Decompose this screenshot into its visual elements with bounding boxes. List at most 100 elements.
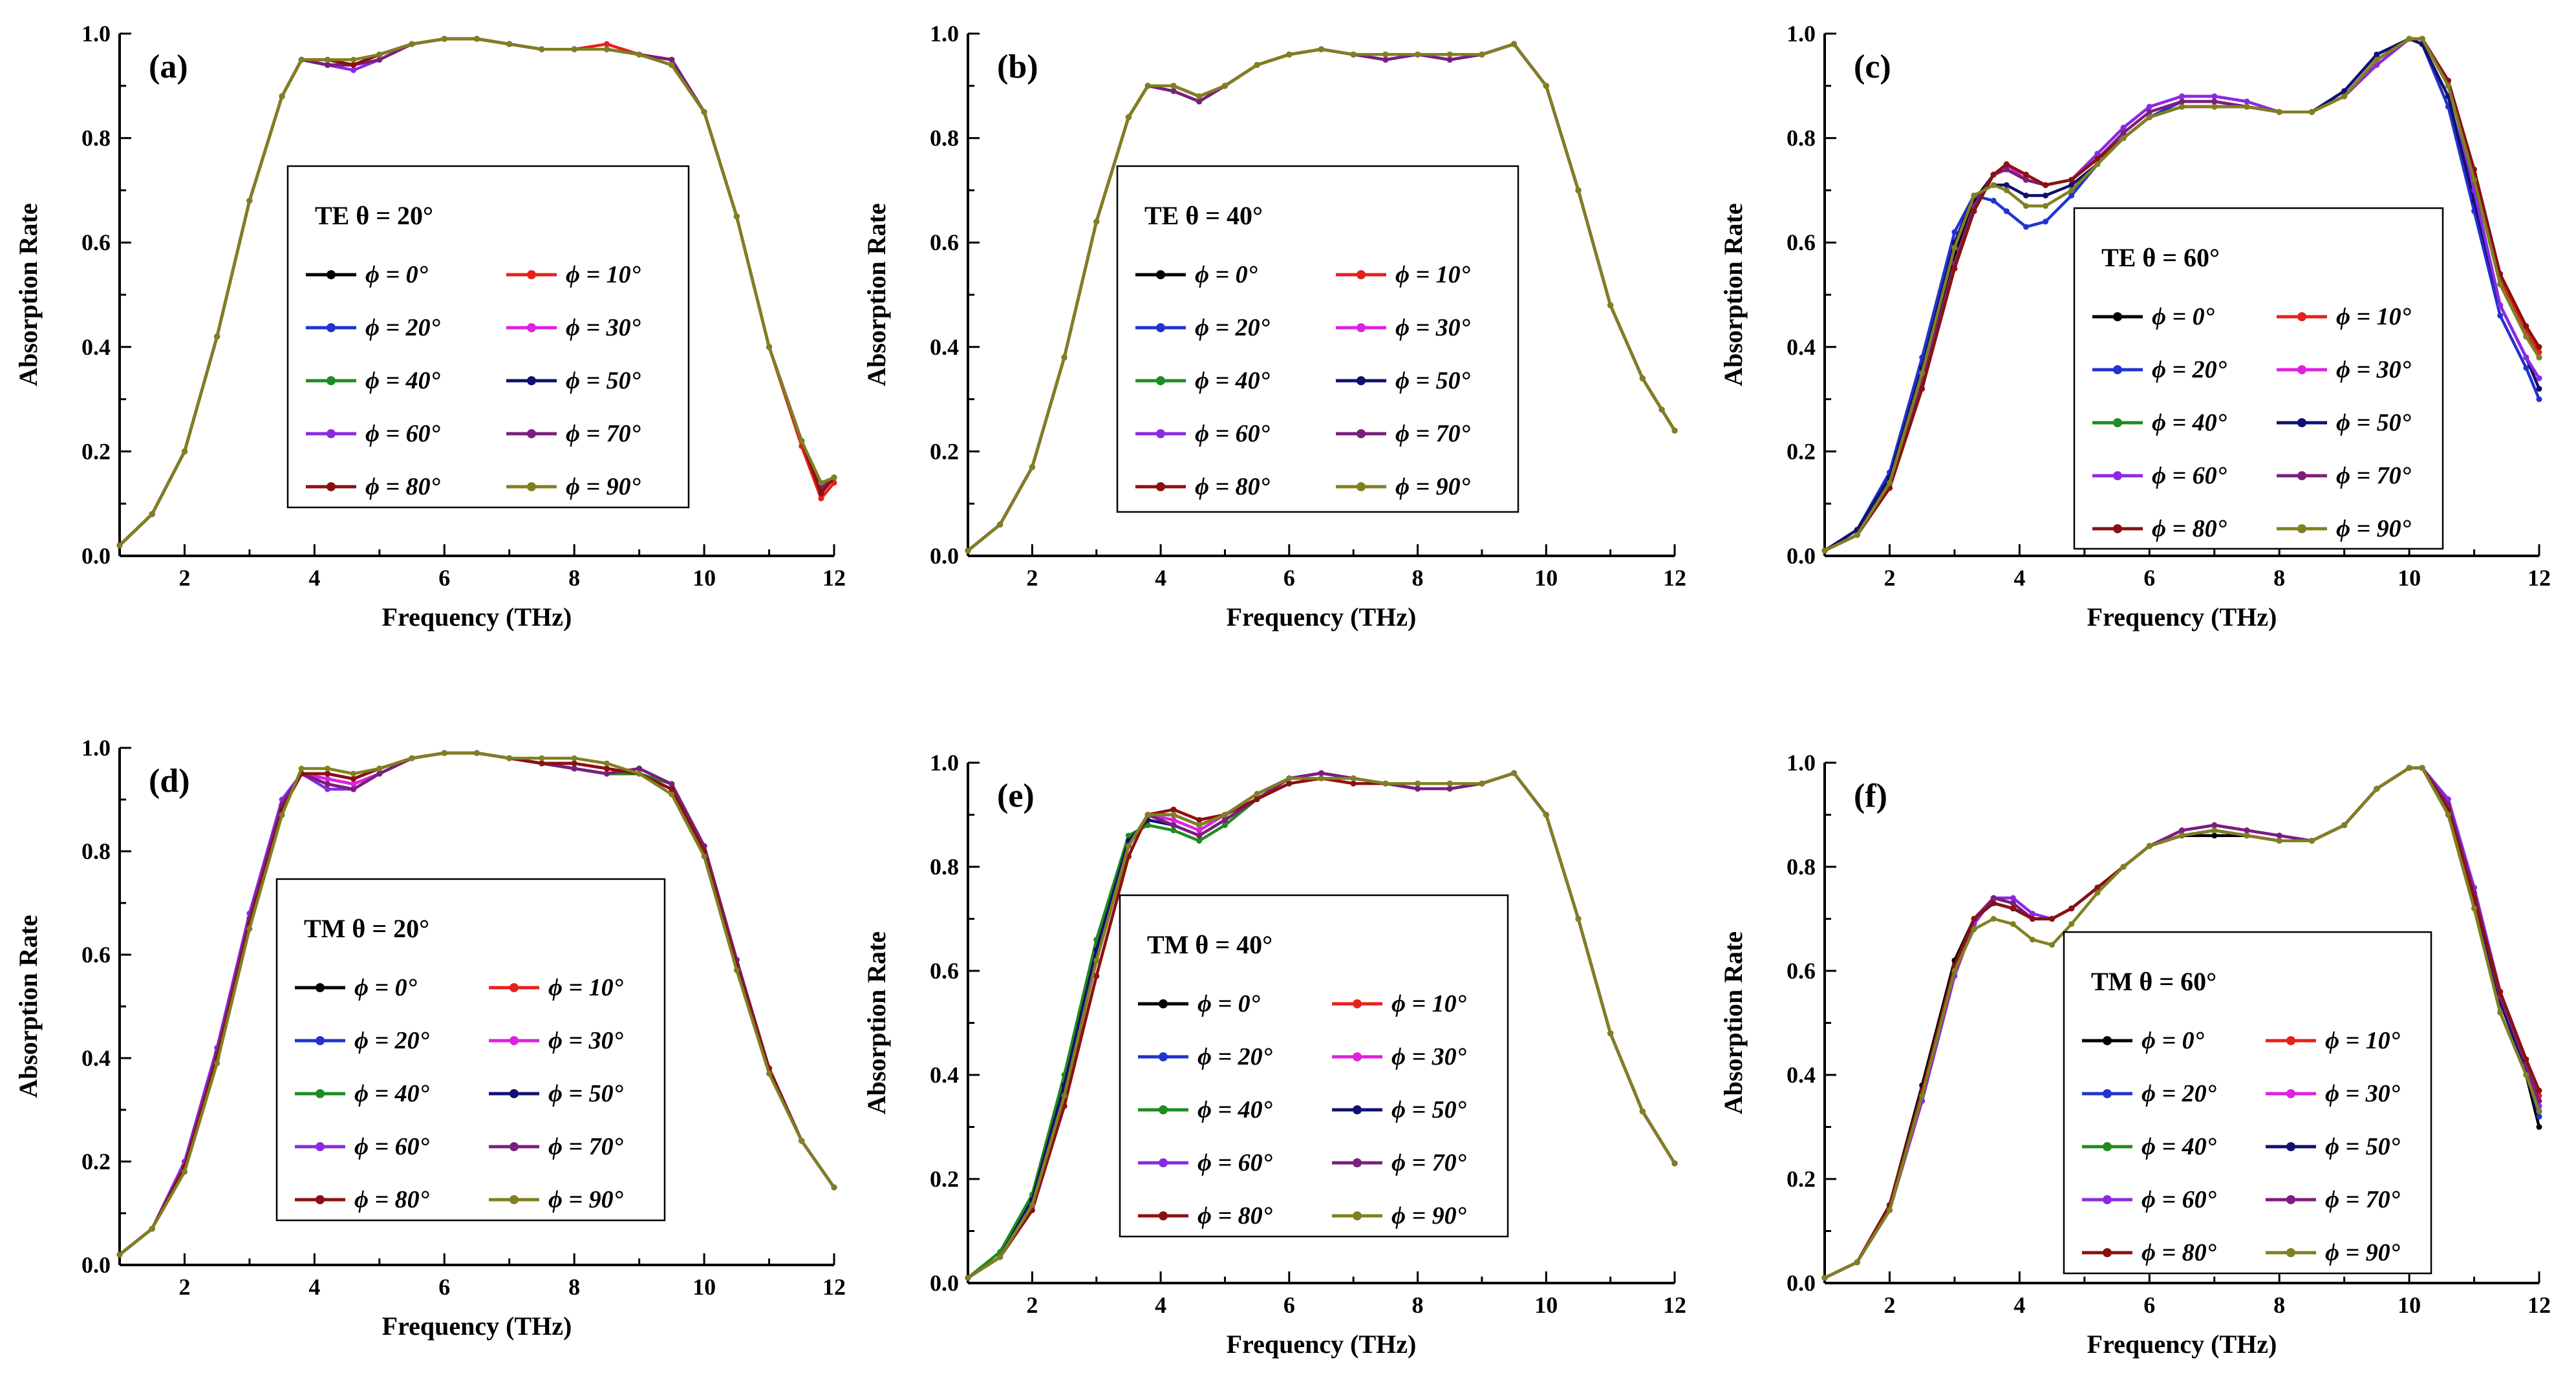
data-point — [1350, 51, 1357, 58]
data-point — [1639, 375, 1646, 381]
legend-entry: ϕ = 90° — [1391, 1202, 1466, 1229]
data-point — [701, 853, 707, 860]
data-point — [2179, 827, 2185, 834]
y-tick-label: 0.0 — [1787, 1270, 1816, 1296]
data-point — [2023, 224, 2029, 230]
x-tick-label: 8 — [568, 1274, 580, 1300]
data-point — [474, 750, 480, 756]
data-point — [1990, 895, 1997, 901]
legend-marker — [2286, 1195, 2295, 1204]
data-point — [603, 41, 610, 47]
data-point — [2497, 312, 2504, 319]
legend-entry: ϕ = 40° — [2141, 1133, 2216, 1160]
legend-title: TM θ = 20° — [304, 914, 429, 943]
legend-entry: ϕ = 90° — [2336, 515, 2411, 542]
series-line — [1823, 37, 2541, 552]
x-tick-label: 10 — [2398, 1292, 2421, 1318]
data-point — [1196, 98, 1203, 105]
data-point — [1446, 785, 1453, 792]
y-tick-label: 0.4 — [81, 334, 111, 360]
data-point — [1821, 1275, 1828, 1281]
data-point — [1990, 198, 1997, 204]
legend: TE θ = 20° ϕ = 0° ϕ = 10° ϕ = 20° ϕ = 30° ϕ =… — [286, 165, 690, 509]
data-point — [603, 760, 610, 767]
legend-entry: ϕ = 10° — [2336, 303, 2411, 330]
y-tick-label: 0.2 — [930, 1166, 959, 1192]
data-point — [2003, 208, 2010, 215]
data-point — [1919, 385, 1926, 392]
data-point — [1254, 61, 1260, 68]
data-point — [1971, 208, 1977, 215]
data-point — [1196, 833, 1203, 839]
legend-marker — [527, 429, 536, 438]
legend-title: TM θ = 60° — [2091, 967, 2216, 996]
data-point — [571, 760, 577, 767]
data-point — [1221, 822, 1228, 829]
data-point — [2244, 98, 2250, 105]
legend-entry: ϕ = 50° — [2336, 409, 2411, 436]
x-tick-label: 12 — [2528, 1292, 2551, 1318]
y-axis-label: Absorption Rate — [862, 203, 891, 386]
legend-entry: ϕ = 0° — [1197, 990, 1260, 1017]
y-tick-label: 0.8 — [930, 854, 959, 880]
legend-marker — [316, 1142, 325, 1151]
y-tick-label: 0.6 — [1787, 958, 1816, 984]
data-point — [603, 46, 610, 52]
data-point — [2146, 103, 2152, 110]
x-tick-label: 10 — [1534, 1292, 1558, 1318]
data-point — [214, 334, 220, 340]
x-tick-label: 2 — [1026, 565, 1038, 591]
data-point — [2146, 109, 2152, 115]
data-point — [2536, 1113, 2542, 1120]
data-point — [636, 51, 643, 58]
legend-box — [1119, 894, 1509, 1238]
data-point — [2094, 884, 2101, 891]
data-point — [701, 109, 707, 115]
data-point — [1221, 812, 1228, 818]
y-tick-label: 1.0 — [1787, 750, 1816, 776]
data-point — [1196, 93, 1203, 100]
legend-entry: ϕ = 80° — [1195, 473, 1270, 500]
y-axis-label: Absorption Rate — [1719, 203, 1748, 386]
y-tick-label: 0.4 — [930, 1062, 959, 1088]
data-point — [2179, 93, 2185, 100]
y-tick-label: 0.2 — [1787, 1166, 1816, 1192]
legend-box — [2073, 207, 2444, 550]
data-point — [1971, 916, 1977, 922]
data-point — [279, 812, 285, 818]
data-point — [1658, 407, 1665, 413]
data-point — [2179, 833, 2185, 839]
legend-marker — [510, 983, 519, 992]
legend-entry: ϕ = 60° — [1195, 420, 1270, 447]
legend-entry: ϕ = 80° — [2152, 515, 2227, 542]
data-point — [2523, 365, 2529, 371]
legend-entry: ϕ = 20° — [1195, 314, 1270, 341]
data-point — [2471, 176, 2478, 183]
data-point — [2445, 83, 2451, 89]
y-tick-label: 1.0 — [930, 21, 959, 47]
y-tick-label: 0.2 — [930, 438, 959, 464]
data-point — [1511, 41, 1518, 47]
panel-label: (d) — [149, 763, 190, 800]
data-point — [669, 61, 675, 68]
data-point — [1318, 770, 1324, 776]
data-point — [1543, 83, 1549, 89]
legend: TE θ = 40° ϕ = 0° ϕ = 10° ϕ = 20° ϕ = 30° ϕ =… — [1116, 165, 1519, 513]
data-point — [2146, 114, 2152, 120]
legend-entry: ϕ = 40° — [354, 1080, 429, 1107]
data-point — [350, 781, 357, 787]
x-tick-label: 4 — [2013, 1292, 2025, 1318]
y-axis-label: Absorption Rate — [14, 203, 43, 386]
legend-entry: ϕ = 30° — [548, 1027, 623, 1054]
data-point — [1170, 88, 1177, 94]
data-point — [298, 765, 305, 772]
data-point — [2043, 203, 2049, 209]
data-point — [2003, 166, 2010, 173]
legend-box — [2063, 931, 2432, 1275]
data-point — [149, 1226, 155, 1232]
data-point — [733, 967, 740, 973]
series-group — [965, 41, 1678, 554]
data-point — [324, 770, 330, 777]
legend-entry: ϕ = 50° — [2325, 1133, 2400, 1160]
